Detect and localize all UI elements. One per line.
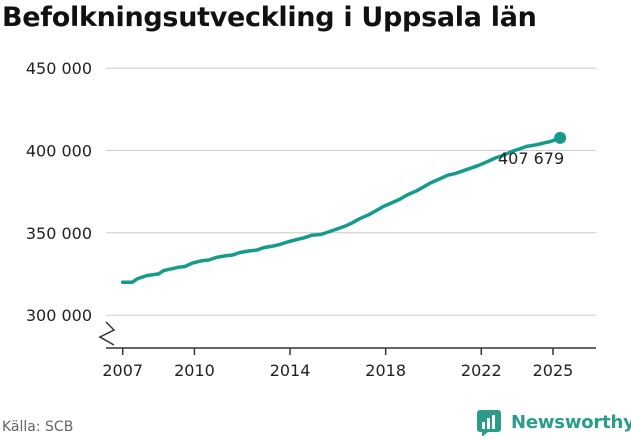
axis-break-icon bbox=[98, 321, 116, 346]
y-tick-label: 350 000 bbox=[26, 224, 92, 243]
brand-name: Newsworthy bbox=[511, 411, 631, 433]
grid-lines bbox=[106, 67, 596, 316]
brand-logo[interactable]: Newsworthy bbox=[476, 408, 631, 436]
x-tick-label: 2014 bbox=[270, 361, 311, 380]
chart-title: Befolkningsutveckling i Uppsala län bbox=[2, 2, 537, 33]
y-axis-tick-labels: 300 000 350 000 400 000 450 000 bbox=[26, 59, 92, 325]
x-tick-label: 2010 bbox=[174, 361, 215, 380]
x-tick-label: 2022 bbox=[461, 361, 502, 380]
x-axis: 2007 2010 2014 2018 2022 2025 bbox=[102, 347, 596, 380]
axis-break-mark bbox=[98, 321, 116, 346]
x-tick-label: 2007 bbox=[102, 361, 143, 380]
x-tick-label: 2025 bbox=[533, 361, 574, 380]
y-tick-label: 450 000 bbox=[26, 59, 92, 78]
y-tick-label: 300 000 bbox=[26, 306, 92, 325]
newsworthy-logo-icon bbox=[477, 410, 501, 436]
source-note: Källa: SCB bbox=[2, 419, 74, 435]
y-tick-label: 400 000 bbox=[26, 142, 92, 161]
end-point bbox=[554, 131, 567, 144]
end-value-label: 407 679 bbox=[498, 149, 564, 168]
series-group: 407 679 bbox=[120, 131, 567, 284]
x-tick-label: 2018 bbox=[365, 361, 406, 380]
population-line bbox=[120, 136, 562, 284]
